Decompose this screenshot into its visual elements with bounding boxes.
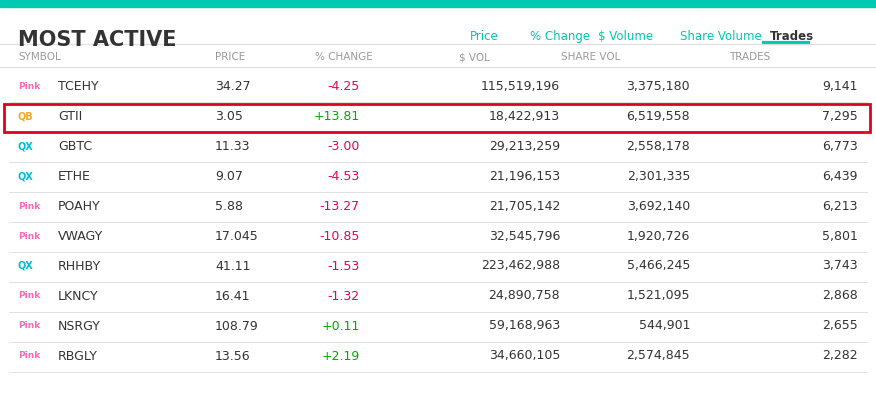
Text: 21,705,142: 21,705,142 <box>489 199 560 213</box>
Text: 7,295: 7,295 <box>823 110 858 122</box>
Text: +13.81: +13.81 <box>314 110 360 122</box>
Text: 108.79: 108.79 <box>215 319 258 332</box>
Text: Pink: Pink <box>18 201 40 211</box>
Bar <box>0 0 876 7</box>
Text: 1,521,095: 1,521,095 <box>626 290 690 302</box>
Text: 3,692,140: 3,692,140 <box>626 199 690 213</box>
Text: SHARE VOL: SHARE VOL <box>561 52 620 62</box>
Text: Pink: Pink <box>18 232 40 241</box>
Text: 18,422,913: 18,422,913 <box>489 110 560 122</box>
Text: 5,466,245: 5,466,245 <box>626 260 690 272</box>
Text: QX: QX <box>18 171 34 181</box>
Text: PRICE: PRICE <box>215 52 245 62</box>
Text: QX: QX <box>18 141 34 151</box>
Text: 34,660,105: 34,660,105 <box>489 349 560 363</box>
Text: Price: Price <box>470 30 498 43</box>
Text: GBTC: GBTC <box>58 140 92 152</box>
Text: Pink: Pink <box>18 351 40 360</box>
Text: RBGLY: RBGLY <box>58 349 98 363</box>
Text: 5,801: 5,801 <box>822 229 858 243</box>
Text: 59,168,963: 59,168,963 <box>489 319 560 332</box>
Text: Trades: Trades <box>770 30 814 43</box>
Text: 115,519,196: 115,519,196 <box>481 80 560 93</box>
Text: 11.33: 11.33 <box>215 140 251 152</box>
Text: 5.88: 5.88 <box>215 199 243 213</box>
Text: GTII: GTII <box>58 110 82 122</box>
Text: Pink: Pink <box>18 292 40 300</box>
Text: LKNCY: LKNCY <box>58 290 99 302</box>
Text: 3,375,180: 3,375,180 <box>626 80 690 93</box>
Text: 2,868: 2,868 <box>823 290 858 302</box>
Text: -4.25: -4.25 <box>328 80 360 93</box>
Text: 2,655: 2,655 <box>823 319 858 332</box>
Text: 3.05: 3.05 <box>215 110 243 122</box>
Text: 9.07: 9.07 <box>215 169 243 183</box>
Text: VWAGY: VWAGY <box>58 229 103 243</box>
Text: 1,920,726: 1,920,726 <box>626 229 690 243</box>
Text: 32,545,796: 32,545,796 <box>489 229 560 243</box>
Text: 2,558,178: 2,558,178 <box>626 140 690 152</box>
Text: +2.19: +2.19 <box>321 349 360 363</box>
Text: -1.53: -1.53 <box>328 260 360 272</box>
Text: 223,462,988: 223,462,988 <box>481 260 560 272</box>
Text: Pink: Pink <box>18 82 40 91</box>
Text: 16.41: 16.41 <box>215 290 251 302</box>
Text: 2,301,335: 2,301,335 <box>626 169 690 183</box>
Text: ETHE: ETHE <box>58 169 91 183</box>
Text: $ Volume: $ Volume <box>598 30 653 43</box>
Text: TCEHY: TCEHY <box>58 80 99 93</box>
Text: 24,890,758: 24,890,758 <box>489 290 560 302</box>
Text: 29,213,259: 29,213,259 <box>489 140 560 152</box>
Text: 41.11: 41.11 <box>215 260 251 272</box>
Text: QX: QX <box>18 261 34 271</box>
Text: QB: QB <box>18 111 33 121</box>
Text: Pink: Pink <box>18 321 40 330</box>
Text: 6,439: 6,439 <box>823 169 858 183</box>
Text: 6,773: 6,773 <box>823 140 858 152</box>
Text: % Change: % Change <box>530 30 590 43</box>
Text: SYMBOL: SYMBOL <box>18 52 60 62</box>
Text: -1.32: -1.32 <box>328 290 360 302</box>
Text: 21,196,153: 21,196,153 <box>489 169 560 183</box>
Text: 34.27: 34.27 <box>215 80 251 93</box>
Text: % CHANGE: % CHANGE <box>315 52 373 62</box>
Text: POAHY: POAHY <box>58 199 101 213</box>
Text: 3,743: 3,743 <box>823 260 858 272</box>
Text: -13.27: -13.27 <box>320 199 360 213</box>
Text: 2,282: 2,282 <box>823 349 858 363</box>
Text: -4.53: -4.53 <box>328 169 360 183</box>
Text: $ VOL: $ VOL <box>459 52 490 62</box>
Text: -10.85: -10.85 <box>320 229 360 243</box>
Text: -3.00: -3.00 <box>328 140 360 152</box>
Text: NSRGY: NSRGY <box>58 319 101 332</box>
Text: 9,141: 9,141 <box>823 80 858 93</box>
Text: 544,901: 544,901 <box>639 319 690 332</box>
Text: RHHBY: RHHBY <box>58 260 101 272</box>
Text: TRADES: TRADES <box>729 52 770 62</box>
Text: 17.045: 17.045 <box>215 229 258 243</box>
Text: MOST ACTIVE: MOST ACTIVE <box>18 30 176 50</box>
Text: 13.56: 13.56 <box>215 349 251 363</box>
Text: 2,574,845: 2,574,845 <box>626 349 690 363</box>
Text: 6,213: 6,213 <box>823 199 858 213</box>
Text: Share Volume: Share Volume <box>680 30 762 43</box>
Text: 6,519,558: 6,519,558 <box>626 110 690 122</box>
Text: +0.11: +0.11 <box>321 319 360 332</box>
